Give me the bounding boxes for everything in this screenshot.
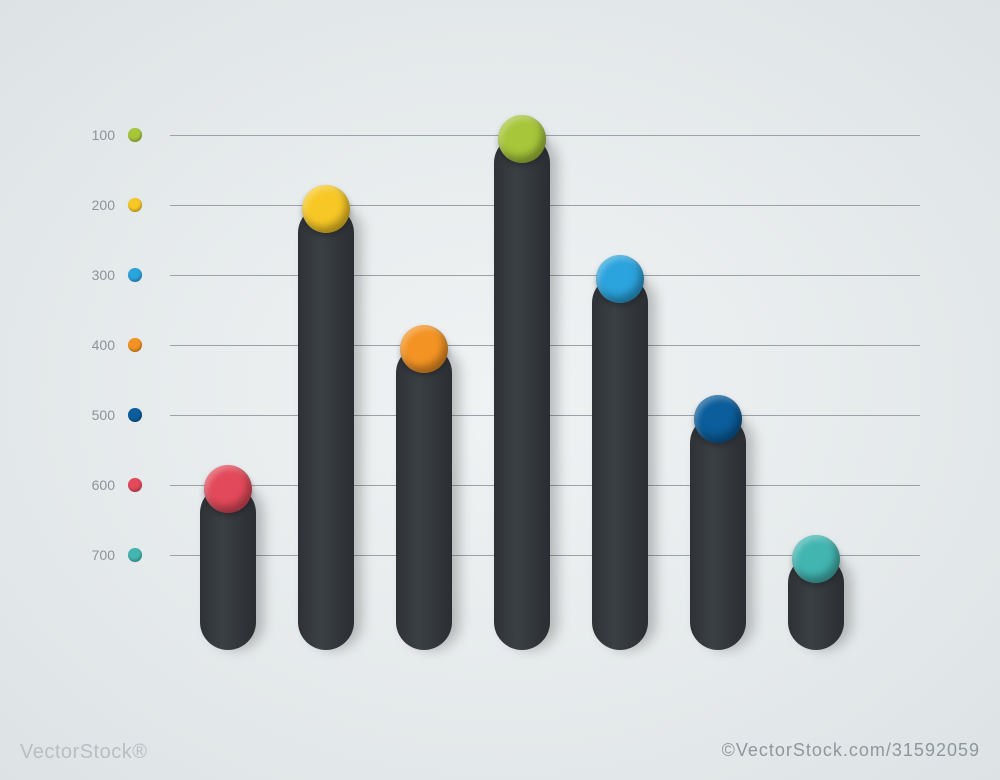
bar-cap-icon xyxy=(694,395,742,443)
bar xyxy=(298,110,354,650)
y-axis-label: 600 xyxy=(70,477,115,493)
bar-body xyxy=(494,135,550,650)
bar-body xyxy=(298,205,354,650)
brand-text: VectorStock® xyxy=(20,741,147,763)
bar-cap-icon xyxy=(400,325,448,373)
y-axis-dot-icon xyxy=(128,198,142,212)
bars-area xyxy=(200,110,890,650)
y-axis-dot-icon xyxy=(128,338,142,352)
bar-body xyxy=(690,415,746,650)
watermark-brand: VectorStock® xyxy=(20,741,147,764)
bar xyxy=(396,110,452,650)
y-axis-label: 200 xyxy=(70,197,115,213)
bar-body xyxy=(396,345,452,650)
bar xyxy=(690,110,746,650)
y-axis-label: 500 xyxy=(70,407,115,423)
bar xyxy=(592,110,648,650)
bar xyxy=(494,110,550,650)
y-axis-dot-icon xyxy=(128,548,142,562)
bar-cap-icon xyxy=(792,535,840,583)
y-axis-label: 300 xyxy=(70,267,115,283)
bar xyxy=(200,110,256,650)
y-axis-label: 100 xyxy=(70,127,115,143)
bar-cap-icon xyxy=(596,255,644,303)
bar-cap-icon xyxy=(498,115,546,163)
watermark-attribution: ©VectorStock.com/31592059 xyxy=(722,739,980,762)
y-axis-dot-icon xyxy=(128,408,142,422)
y-axis-dot-icon xyxy=(128,268,142,282)
bar-chart: 100 200 300 400 500 600 700 xyxy=(70,110,920,650)
bar-cap-icon xyxy=(302,185,350,233)
attribution-id: ©VectorStock.com/31592059 xyxy=(722,739,980,762)
bar xyxy=(788,110,844,650)
y-axis-dot-icon xyxy=(128,128,142,142)
bar-body xyxy=(592,275,648,650)
y-axis-label: 700 xyxy=(70,547,115,563)
y-axis-dot-icon xyxy=(128,478,142,492)
y-axis-label: 400 xyxy=(70,337,115,353)
bar-cap-icon xyxy=(204,465,252,513)
